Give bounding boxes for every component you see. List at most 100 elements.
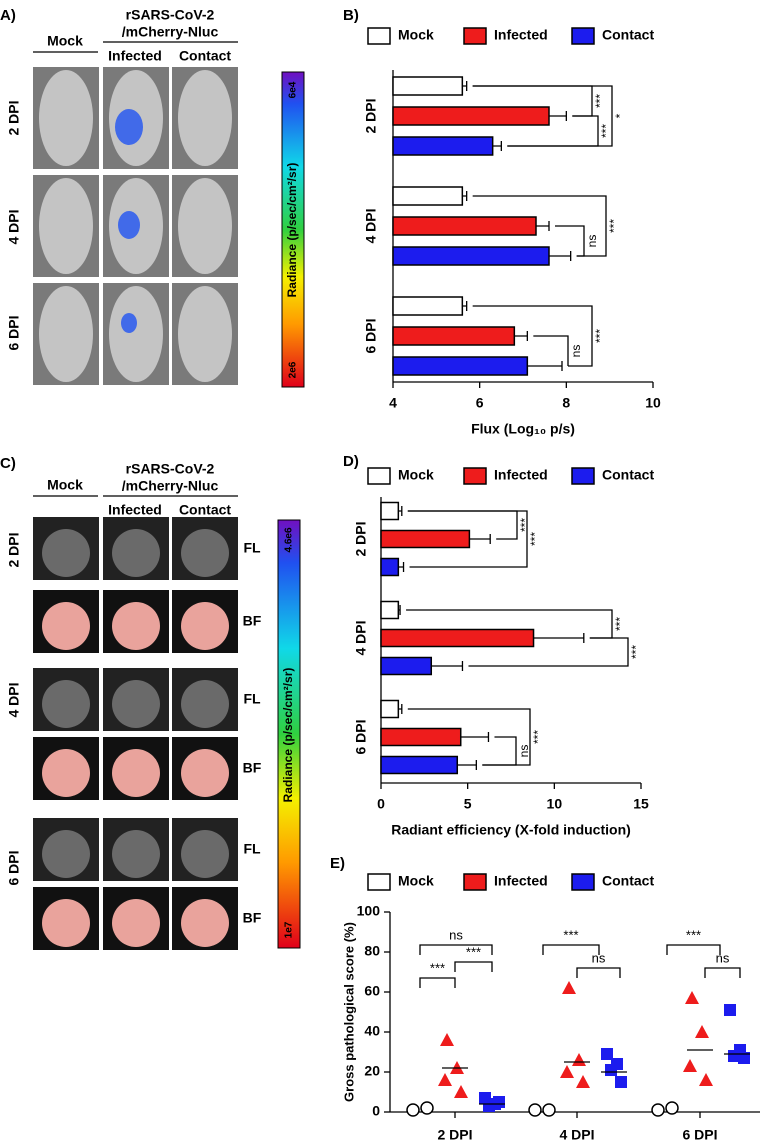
error-bar xyxy=(492,141,502,151)
error-bar xyxy=(431,661,464,671)
point xyxy=(605,1064,617,1076)
group-label: 2 DPI xyxy=(353,521,369,556)
point xyxy=(440,1033,454,1046)
bar xyxy=(380,600,400,620)
x-tick-label: 6 DPI xyxy=(682,1127,717,1143)
colorbar-tick: 4.6e6 xyxy=(284,527,295,552)
row-label: 2 DPI xyxy=(6,100,22,135)
x-tick-label: 4 DPI xyxy=(559,1127,594,1143)
point xyxy=(695,1025,709,1038)
legend-label: Mock xyxy=(398,873,434,889)
lung xyxy=(112,529,160,577)
mouse-body xyxy=(109,286,163,382)
significance-bracket xyxy=(419,944,493,955)
panel-label: C) xyxy=(0,455,16,472)
legend-label: Infected xyxy=(494,467,548,483)
point xyxy=(683,1059,697,1072)
bar xyxy=(392,186,464,206)
significance-bracket xyxy=(454,961,493,972)
legend-swatch xyxy=(463,467,487,485)
significance-label: *** xyxy=(518,518,532,532)
significance-bracket xyxy=(482,736,517,766)
bar xyxy=(392,76,464,96)
bar xyxy=(380,755,459,775)
y-tick-label: 80 xyxy=(364,943,380,959)
legend-swatch xyxy=(367,873,391,891)
bar xyxy=(392,246,550,266)
bar xyxy=(392,106,550,126)
group-label: 2 DPI xyxy=(363,98,379,133)
lung xyxy=(42,680,90,728)
lung xyxy=(112,680,160,728)
point xyxy=(738,1052,750,1064)
significance-label: *** xyxy=(563,927,578,942)
colorbar-label: Radiance (p/sec/cm²/sr) xyxy=(285,163,299,298)
signal xyxy=(118,211,140,239)
x-axis-label: Radiant efficiency (X-fold induction) xyxy=(391,822,631,838)
x-tick-label: 10 xyxy=(645,395,661,411)
colorbar xyxy=(277,519,301,949)
column-header: Infected xyxy=(108,502,162,518)
significance-label: *** xyxy=(528,532,542,546)
significance-bracket xyxy=(419,977,456,988)
point xyxy=(483,1100,495,1112)
x-tick-label: 5 xyxy=(464,796,472,812)
column-header: Mock xyxy=(47,33,83,49)
significance-bracket xyxy=(576,967,621,978)
lung xyxy=(42,830,90,878)
mouse-body xyxy=(39,70,93,166)
colorbar-tick: 2e6 xyxy=(288,361,299,378)
error-bar xyxy=(462,191,468,201)
x-tick-label: 10 xyxy=(547,796,563,812)
point xyxy=(493,1096,505,1108)
colorbar-label: Radiance (p/sec/cm²/sr) xyxy=(281,668,295,803)
legend-label: Contact xyxy=(602,873,654,889)
signal xyxy=(121,313,137,333)
panel-label: D) xyxy=(343,453,359,470)
point xyxy=(572,1053,586,1066)
bar xyxy=(392,216,537,236)
y-tick-label: 20 xyxy=(364,1063,380,1079)
row-label: 6 DPI xyxy=(6,850,22,885)
lung xyxy=(42,529,90,577)
error-bar xyxy=(398,605,401,615)
point xyxy=(562,981,576,994)
legend-swatch xyxy=(367,27,391,45)
significance-bracket xyxy=(468,637,629,667)
bar xyxy=(380,727,462,747)
mouse-body xyxy=(178,286,232,382)
image-type: FL xyxy=(243,691,261,707)
column-header: /mCherry-Nluc xyxy=(122,478,219,494)
error-bar xyxy=(549,111,567,121)
error-bar xyxy=(398,506,403,516)
bar xyxy=(392,296,464,316)
legend-label: Infected xyxy=(494,873,548,889)
mouse-body xyxy=(39,178,93,274)
colorbar xyxy=(281,71,305,388)
y-axis-label: Gross pathological score (%) xyxy=(341,922,356,1102)
row-label: 4 DPI xyxy=(6,209,22,244)
bar xyxy=(380,529,471,549)
lung xyxy=(181,749,229,797)
lung xyxy=(181,830,229,878)
point xyxy=(576,1075,590,1088)
lung xyxy=(42,749,90,797)
lung xyxy=(181,529,229,577)
y-tick-label: 100 xyxy=(357,903,381,919)
column-header: Contact xyxy=(179,502,231,518)
point xyxy=(699,1073,713,1086)
row-label: 4 DPI xyxy=(6,682,22,717)
x-tick-label: 4 xyxy=(389,395,397,411)
significance-label: *** xyxy=(531,730,545,744)
legend-label: Infected xyxy=(494,27,548,43)
lung xyxy=(181,899,229,947)
bar xyxy=(380,628,535,648)
point xyxy=(454,1085,468,1098)
point xyxy=(615,1076,627,1088)
panel-label: E) xyxy=(330,855,345,872)
significance-bracket xyxy=(704,967,741,978)
column-header: Contact xyxy=(179,48,231,64)
signal xyxy=(115,109,143,145)
significance-bracket xyxy=(472,195,607,257)
